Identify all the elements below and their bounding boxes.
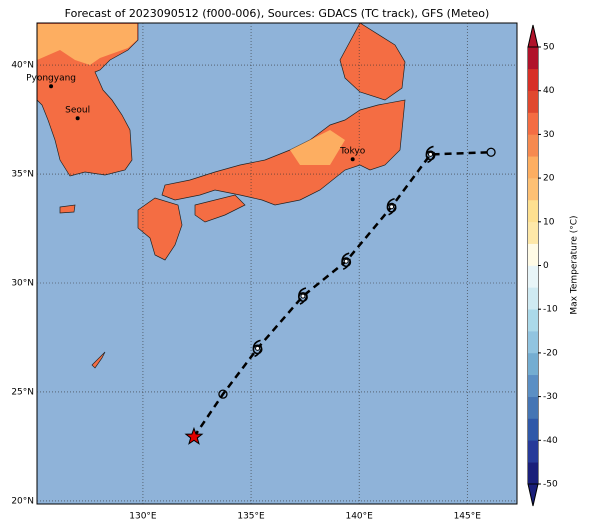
cyclone-symbol (341, 252, 352, 270)
colorbar-band (528, 68, 538, 91)
colorbar-tick-label: 50 (543, 43, 555, 53)
colorbar-tick-label: -30 (543, 392, 558, 402)
y-tick-label: 35°N (11, 170, 34, 180)
colorbar-tick-label: -40 (543, 436, 558, 446)
x-tick-label: 130°E (129, 512, 157, 522)
colorbar-tick-label: 40 (543, 86, 555, 96)
track-point (428, 151, 434, 157)
colorbar-band (528, 396, 538, 419)
colorbar-band (528, 331, 538, 354)
x-tick-label: 135°E (237, 512, 265, 522)
x-tick-label: 140°E (345, 512, 373, 522)
colorbar-band (528, 90, 538, 113)
colorbar-tick-label: 10 (543, 217, 555, 227)
colorbar-band (528, 178, 538, 201)
cyclone-symbol (386, 197, 397, 216)
colorbar-band (528, 199, 538, 223)
colorbar-band (528, 309, 538, 332)
track-point (255, 345, 261, 351)
city-label: Tokyo (339, 147, 366, 157)
colorbar-tick-label: -10 (543, 305, 558, 315)
ocean (37, 23, 517, 504)
y-tick-label: 30°N (11, 279, 34, 289)
y-tick-label: 20°N (11, 496, 34, 506)
city-dot (49, 84, 54, 89)
track-point (218, 389, 228, 399)
colorbar-band (528, 287, 538, 310)
colorbar-band (528, 134, 538, 157)
colorbar-tick-label: 30 (543, 130, 555, 140)
track-point (343, 258, 349, 264)
colorbar-band (528, 440, 538, 463)
city-dot (350, 157, 355, 162)
colorbar-extend (527, 483, 539, 507)
city-dot (75, 116, 80, 121)
map-frame (36, 22, 518, 505)
city-label: Pyongyang (26, 74, 76, 84)
colorbar-label: Max Temperature (°C) (570, 215, 580, 314)
colorbar-band (528, 265, 538, 288)
track-point (389, 204, 395, 210)
land (37, 23, 406, 369)
colorbar-band (528, 221, 538, 244)
y-tick-label: 25°N (11, 387, 34, 397)
colorbar-tick-label: -20 (543, 348, 558, 358)
colorbar-band (528, 374, 538, 397)
colorbar-band (528, 156, 538, 179)
cyclone-symbol (425, 145, 436, 164)
track-star (184, 426, 204, 445)
colorbar-band (528, 462, 538, 485)
title: Forecast of 2023090512 (f000-006), Sourc… (65, 7, 490, 20)
colorbar-tick-label: 0 (543, 261, 549, 271)
cyclone-symbol (298, 287, 308, 305)
colorbar-band (528, 47, 538, 70)
track-point (300, 293, 306, 299)
colorbar-band (528, 418, 538, 441)
x-tick-label: 145°E (454, 512, 482, 522)
colorbar-extend (527, 24, 539, 48)
colorbar-band (528, 243, 538, 266)
colorbar-tick-label: -50 (543, 480, 558, 490)
city-label: Seoul (65, 106, 90, 116)
track-line (192, 150, 492, 438)
colorbar-band (528, 112, 538, 135)
cyclone-symbol (252, 339, 263, 358)
track-point (486, 147, 496, 157)
colorbar-band (528, 352, 538, 376)
colorbar-tick-label: 20 (543, 174, 555, 184)
y-tick-label: 40°N (11, 61, 34, 71)
